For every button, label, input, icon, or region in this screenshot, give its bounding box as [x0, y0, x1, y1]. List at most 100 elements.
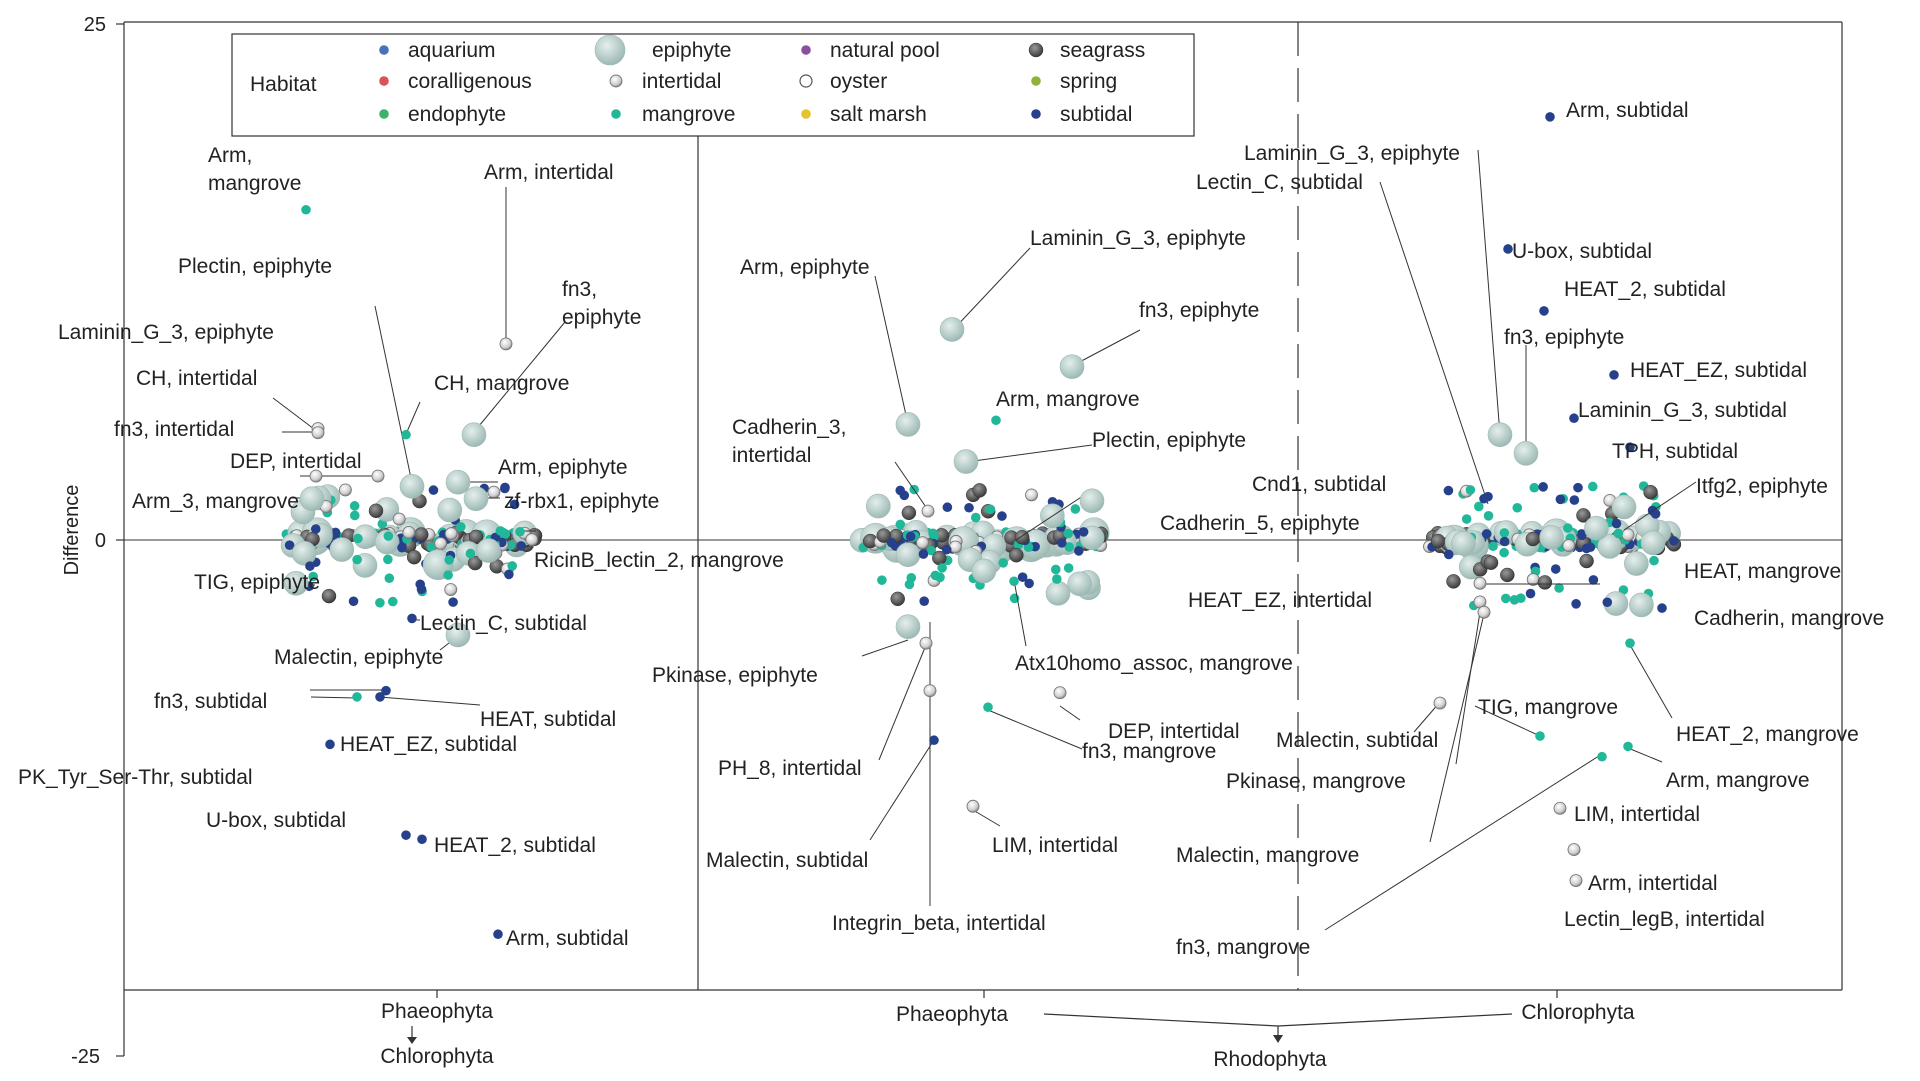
scatter-point: [1017, 572, 1028, 582]
label-point-heat-ez-subtidal: HEAT_EZ, subtidal: [340, 733, 517, 756]
label-point-u-box-subtidal: U-box, subtidal: [1512, 240, 1652, 263]
scatter-point: [1529, 482, 1540, 493]
scatter-point: [895, 542, 921, 567]
legend-title: Habitat: [250, 73, 317, 96]
point-fn3-epiphyte: [1513, 441, 1539, 466]
scatter-point: [1602, 597, 1613, 608]
point-atx10homo-assoc-mangrove: [1009, 576, 1019, 587]
label-point-arm-mangrove: Arm, mangrove: [208, 144, 301, 195]
scatter-point: [305, 561, 315, 571]
scatter-point: [349, 501, 360, 511]
legend-label-aquarium: aquarium: [408, 39, 496, 62]
leader-line: [951, 247, 1031, 332]
scatter-point: [1461, 514, 1472, 524]
scatter-point: [1446, 574, 1461, 589]
point-heat-2-mangrove: [1625, 638, 1635, 648]
scatter-point: [1555, 494, 1566, 505]
g2-bracket-left: [1043, 1013, 1279, 1027]
legend-swatch-endophyte: [379, 109, 389, 119]
scatter-point: [1025, 488, 1038, 502]
cluster-point: [1430, 533, 1446, 549]
point-fn3-mangrove: [983, 702, 993, 712]
legend-label-mangrove: mangrove: [642, 103, 735, 126]
scatter-point: [476, 538, 501, 563]
leader-line: [1627, 747, 1663, 763]
y-tick-minus25: -25: [71, 1046, 100, 1068]
label-point-itfg2-epiphyte: Itfg2, epiphyte: [1696, 475, 1828, 498]
scatter-point: [1451, 531, 1476, 556]
cluster-point: [1499, 528, 1510, 538]
leader-line: [1324, 753, 1603, 931]
scatter-point: [443, 570, 453, 580]
point-dep-intertidal: [1053, 686, 1067, 700]
scatter-point: [964, 502, 974, 513]
label-point-pkinase-epiphyte: Pkinase, epiphyte: [652, 664, 818, 687]
label-point-pkinase-mangrove: Pkinase, mangrove: [1226, 770, 1406, 793]
point-arm-mangrove: [991, 415, 1001, 426]
scatter-point: [970, 512, 981, 523]
label-point-atx10homo-assoc-mangrove: Atx10homo_assoc, mangrove: [1015, 652, 1293, 675]
cluster-point: [516, 541, 526, 551]
scatter-point: [1629, 592, 1654, 618]
label-point-dep-intertidal: DEP, intertidal: [1108, 720, 1240, 743]
cluster-point: [434, 537, 448, 550]
leader-line: [987, 709, 1083, 750]
leader-line: [310, 696, 358, 699]
leader-line: [1629, 644, 1673, 719]
scatter-point: [1078, 527, 1089, 537]
scatter-point: [1063, 528, 1074, 539]
point-lim-intertidal: [966, 799, 980, 813]
scatter-point: [1512, 502, 1523, 513]
cluster-point: [928, 528, 938, 539]
scatter-point: [895, 485, 906, 496]
cluster-point: [525, 533, 539, 547]
scatter-point: [1443, 485, 1454, 496]
label-point-ph-8-intertidal: PH_8, intertidal: [718, 757, 862, 780]
label-point-arm-intertidal: Arm, intertidal: [484, 161, 614, 184]
label-point-cadherin-5-epiphyte: Cadherin_5, epiphyte: [1160, 512, 1360, 535]
scatter-point: [1571, 599, 1581, 609]
legend-swatch-oyster: [799, 74, 813, 88]
point-laminin-g-3-epiphyte: [939, 317, 965, 342]
point-malectin-epiphyte: [445, 622, 471, 648]
cluster-point: [1669, 536, 1679, 546]
scatter-point: [1554, 583, 1564, 593]
legend-swatch-subtidal: [1031, 109, 1041, 119]
legend-label-epiphyte: epiphyte: [652, 39, 731, 62]
leader-line: [1623, 481, 1697, 531]
scatter-point: [901, 505, 917, 521]
scatter-point: [886, 537, 897, 548]
scatter-point: [919, 596, 929, 606]
leader-line: [1474, 705, 1541, 737]
scatter-point: [1569, 495, 1580, 505]
scatter-point: [352, 554, 362, 565]
g2-arrow-head: [1273, 1035, 1283, 1043]
scatter-point: [1073, 546, 1084, 556]
label-point-tph-subtidal: TPH, subtidal: [1612, 440, 1738, 463]
label-point-fn3-epiphyte: fn3, epiphyte: [562, 278, 641, 329]
leader-line: [1013, 579, 1027, 647]
point-tig-epiphyte: [283, 571, 309, 596]
scatter-point: [1584, 515, 1609, 541]
scatter-point: [1650, 509, 1661, 519]
label-point-laminin-g-3-epiphyte: Laminin_G_3, epiphyte: [1244, 142, 1460, 165]
label-point-laminin-g-3-subtidal: Laminin_G_3, subtidal: [1578, 399, 1787, 422]
cluster-point: [1621, 528, 1635, 542]
scatter-point: [467, 555, 483, 571]
scatter-point: [308, 571, 318, 582]
point-tph-subtidal: [1625, 442, 1635, 452]
label-point-ricinb-lectin-2-mangrove: RicinB_lectin_2, mangrove: [534, 549, 784, 572]
label-point-cadherin-mangrove: Cadherin, mangrove: [1694, 607, 1884, 630]
leader-line: [1059, 705, 1081, 721]
point-plectin-epiphyte: [399, 474, 425, 499]
label-point-laminin-g-3-epiphyte: Laminin_G_3, epiphyte: [58, 321, 274, 344]
scatter-point: [1550, 564, 1561, 574]
point-lectin-c-subtidal: [407, 613, 417, 624]
scatter-point: [437, 497, 463, 523]
point-arm-intertidal: [1569, 874, 1583, 888]
leader-line: [1015, 489, 1093, 541]
scatter-point: [507, 561, 518, 571]
scatter-point: [971, 558, 997, 584]
point-malectin-mangrove: [1477, 605, 1491, 619]
leader-line: [1429, 613, 1485, 843]
